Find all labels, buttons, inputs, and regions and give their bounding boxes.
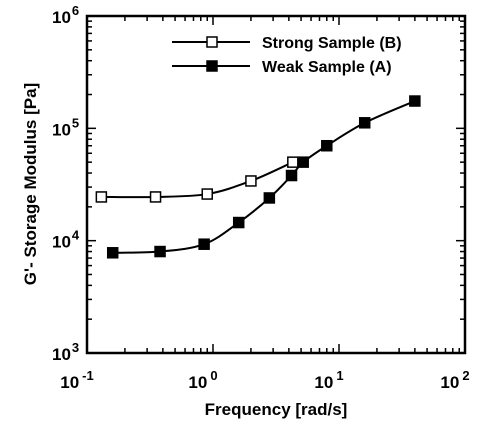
y-tick-label: 104: [52, 228, 80, 252]
series-layer: [95, 95, 421, 259]
series-line: [112, 100, 416, 254]
legend-item: Strong Sample (B): [172, 35, 402, 52]
data-point: [95, 191, 108, 203]
plot-frame: [85, 14, 467, 355]
data-point: [358, 117, 371, 129]
data-point: [106, 247, 119, 259]
x-tick-label: 10 -1: [60, 368, 93, 392]
legend-item: Weak Sample (A): [172, 59, 392, 76]
x-tick-label: 10 0: [188, 368, 217, 392]
data-point: [321, 139, 333, 152]
tick-labels: 10 -1 10 0 10 1 10 2 103 104 105 106: [52, 3, 470, 392]
x-tick-label: 10 2: [440, 368, 469, 392]
legend-marker: [206, 60, 218, 72]
data-point: [149, 191, 162, 203]
series-strong-sample: [95, 156, 299, 203]
legend-marker: [206, 36, 218, 48]
x-tick-label: 10 1: [314, 368, 343, 392]
legend: Strong Sample (B) Weak Sample (A): [172, 35, 402, 76]
data-point: [287, 156, 299, 168]
series-line: [101, 161, 294, 199]
tick-marks: [87, 16, 465, 353]
data-point: [297, 156, 309, 168]
data-point: [198, 238, 210, 250]
data-point: [154, 245, 166, 258]
y-axis-title: G'- Storage Modulus [Pa]: [21, 83, 40, 285]
y-tick-label: 103: [52, 340, 79, 364]
data-point: [409, 95, 421, 107]
data-point: [285, 169, 298, 182]
data-point: [263, 192, 276, 204]
y-tick-label: 105: [52, 115, 79, 139]
y-tick-label: 106: [52, 3, 79, 27]
data-point: [201, 188, 213, 200]
data-point: [245, 175, 257, 187]
series-weak-sample: [106, 95, 421, 259]
legend-label: Strong Sample (B): [262, 35, 402, 52]
x-axis-title: Frequency [rad/s]: [205, 400, 348, 419]
legend-label: Weak Sample (A): [262, 59, 392, 76]
data-point: [232, 216, 245, 229]
